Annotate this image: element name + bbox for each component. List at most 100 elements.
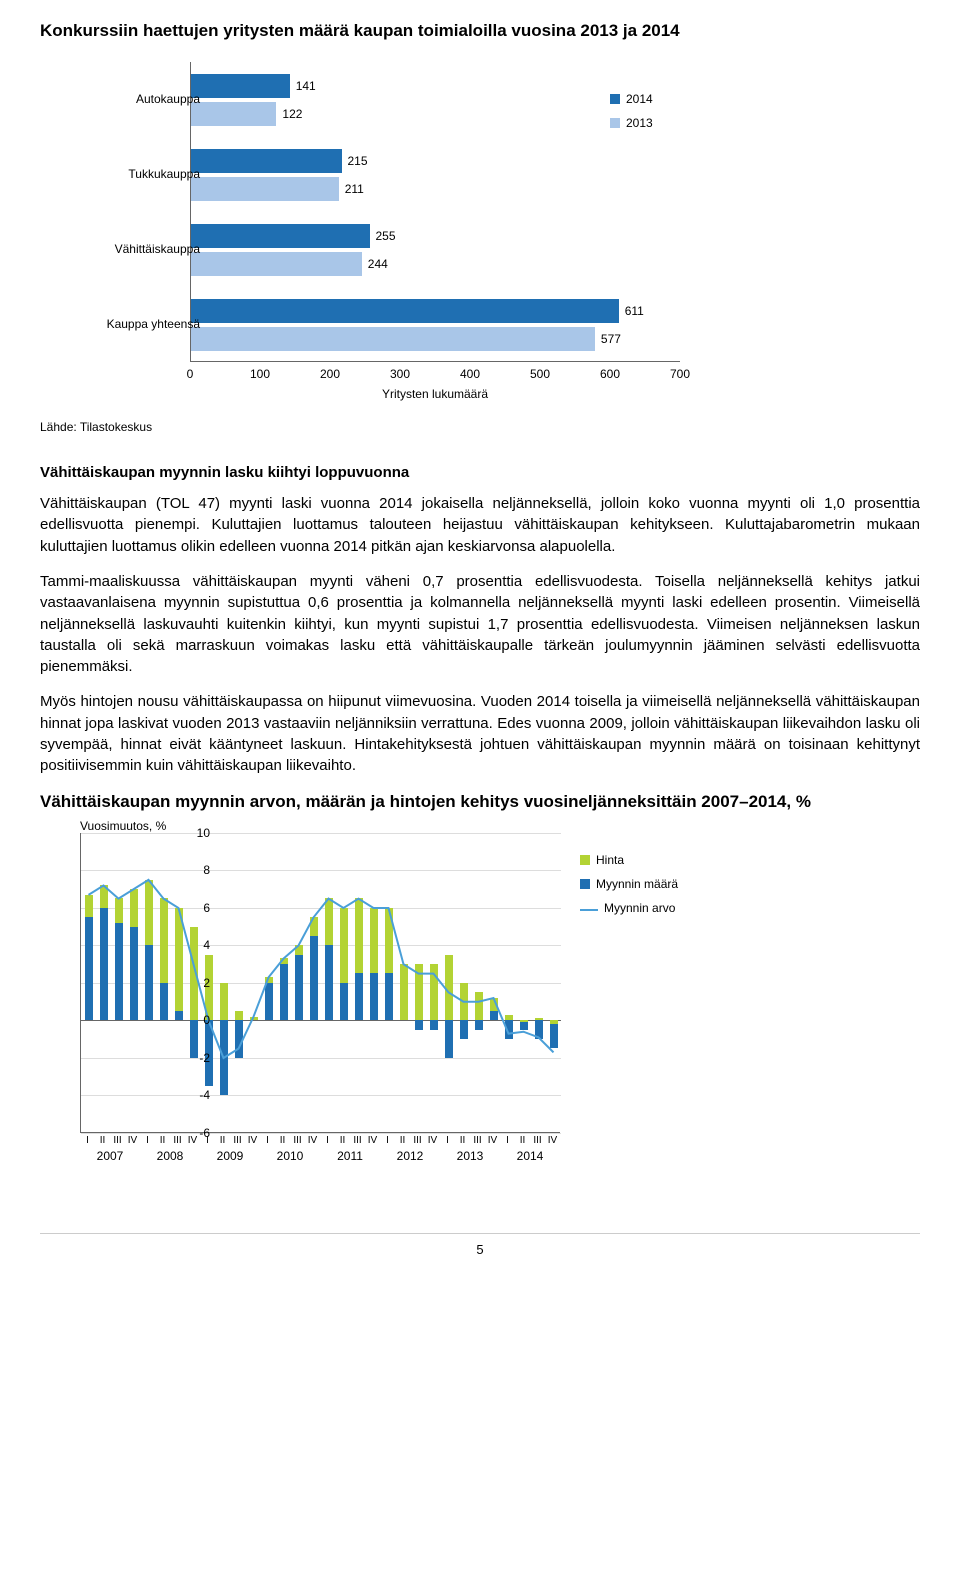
combo-y-tick: 8 — [203, 863, 210, 877]
bar-value-label: 255 — [376, 229, 396, 243]
bar — [191, 74, 290, 98]
bar — [191, 299, 619, 323]
combo-quarter-label: II — [100, 1135, 106, 1146]
bar-x-tick: 300 — [390, 367, 410, 381]
combo-quarter-label: IV — [128, 1135, 137, 1146]
bar-chart-plot: 141122215211255244611577 — [190, 62, 680, 362]
combo-quarter-label: I — [386, 1135, 389, 1146]
combo-y-axis-title: Vuosimuutos, % — [80, 819, 166, 833]
combo-quarter-label: II — [220, 1135, 226, 1146]
grid-line — [81, 1133, 561, 1134]
bar-chart-title: Konkurssiin haettujen yritysten määrä ka… — [40, 20, 920, 42]
combo-y-tick: 0 — [203, 1013, 210, 1027]
legend-item: Myynnin arvo — [580, 901, 678, 915]
combo-quarter-label: III — [353, 1135, 361, 1146]
legend-label: Myynnin määrä — [596, 877, 678, 891]
combo-chart-title: Vähittäiskaupan myynnin arvon, määrän ja… — [40, 791, 920, 813]
combo-quarter-label: IV — [188, 1135, 197, 1146]
bar-x-tick: 100 — [250, 367, 270, 381]
combo-quarter-label: II — [160, 1135, 166, 1146]
combo-quarter-label: IV — [488, 1135, 497, 1146]
legend-label: Myynnin arvo — [604, 901, 675, 915]
section-heading: Vähittäiskaupan myynnin lasku kiihtyi lo… — [40, 464, 920, 481]
bar — [191, 327, 595, 351]
combo-chart-legend: Hinta Myynnin määrä Myynnin arvo — [580, 853, 678, 925]
combo-line-svg — [81, 833, 561, 1133]
combo-y-tick: -2 — [199, 1051, 210, 1065]
bar-x-tick: 700 — [670, 367, 690, 381]
bar — [191, 149, 342, 173]
combo-quarter-label: I — [506, 1135, 509, 1146]
combo-quarter-label: III — [413, 1135, 421, 1146]
combo-quarter-label: II — [400, 1135, 406, 1146]
combo-year-label: 2013 — [457, 1149, 484, 1163]
combo-quarter-label: I — [86, 1135, 89, 1146]
legend-label: Hinta — [596, 853, 624, 867]
combo-year-label: 2011 — [337, 1149, 363, 1163]
bar-x-tick: 600 — [600, 367, 620, 381]
combo-quarter-label: II — [460, 1135, 466, 1146]
paragraph-3: Myös hintojen nousu vähittäiskaupassa on… — [40, 691, 920, 776]
legend-item: Hinta — [580, 853, 678, 867]
combo-chart: Vuosimuutos, % -6-4-20246810IIIIIIIV2007… — [40, 823, 700, 1183]
legend-swatch — [580, 909, 598, 911]
combo-y-tick: 2 — [203, 976, 210, 990]
legend-label: 2013 — [626, 116, 653, 130]
bar-value-label: 611 — [625, 304, 644, 318]
combo-quarter-label: IV — [368, 1135, 377, 1146]
combo-year-label: 2012 — [397, 1149, 424, 1163]
combo-quarter-label: IV — [428, 1135, 437, 1146]
combo-quarter-label: III — [293, 1135, 301, 1146]
combo-quarter-label: III — [113, 1135, 121, 1146]
combo-quarter-label: II — [280, 1135, 286, 1146]
combo-quarter-label: III — [173, 1135, 181, 1146]
page-number: 5 — [40, 1233, 920, 1257]
combo-quarter-label: I — [206, 1135, 209, 1146]
legend-swatch — [610, 118, 620, 128]
bar-value-label: 122 — [282, 107, 302, 121]
combo-quarter-label: I — [326, 1135, 329, 1146]
combo-quarter-label: III — [233, 1135, 241, 1146]
combo-quarter-label: II — [340, 1135, 346, 1146]
legend-swatch — [580, 855, 590, 865]
bar-value-label: 141 — [296, 79, 316, 93]
bar-category-label: Tukkukauppa — [60, 167, 200, 181]
bar-value-label: 215 — [348, 154, 368, 168]
combo-year-label: 2010 — [277, 1149, 304, 1163]
bar-value-label: 577 — [601, 332, 621, 346]
legend-item: 2014 — [610, 92, 653, 106]
bar-chart-legend: 2014 2013 — [610, 92, 653, 140]
combo-quarter-label: III — [533, 1135, 541, 1146]
bar-category-label: Autokauppa — [60, 92, 200, 106]
bar — [191, 224, 370, 248]
bar-chart-source: Lähde: Tilastokeskus — [40, 420, 920, 434]
legend-label: 2014 — [626, 92, 653, 106]
combo-quarter-label: IV — [548, 1135, 557, 1146]
bar-value-label: 244 — [368, 257, 388, 271]
legend-item: Myynnin määrä — [580, 877, 678, 891]
legend-swatch — [580, 879, 590, 889]
combo-quarter-label: III — [473, 1135, 481, 1146]
combo-year-label: 2008 — [157, 1149, 184, 1163]
combo-line-path — [89, 880, 554, 1058]
bar-x-tick: 0 — [187, 367, 194, 381]
combo-quarter-label: II — [520, 1135, 526, 1146]
combo-y-tick: 10 — [197, 826, 210, 840]
combo-quarter-label: I — [146, 1135, 149, 1146]
bar-x-tick: 400 — [460, 367, 480, 381]
combo-year-label: 2009 — [217, 1149, 244, 1163]
combo-quarter-label: I — [446, 1135, 449, 1146]
combo-quarter-label: IV — [308, 1135, 317, 1146]
combo-y-tick: -4 — [199, 1088, 210, 1102]
combo-year-label: 2007 — [97, 1149, 124, 1163]
combo-y-tick: 4 — [203, 938, 210, 952]
bar-x-tick: 500 — [530, 367, 550, 381]
combo-plot — [80, 833, 560, 1133]
bar-chart: 141122215211255244611577 010020030040050… — [40, 52, 700, 412]
bar-category-label: Vähittäiskauppa — [60, 242, 200, 256]
legend-swatch — [610, 94, 620, 104]
paragraph-2: Tammi-maaliskuussa vähittäiskaupan myynt… — [40, 571, 920, 677]
combo-quarter-label: I — [266, 1135, 269, 1146]
legend-item: 2013 — [610, 116, 653, 130]
bar-category-label: Kauppa yhteensä — [60, 317, 200, 331]
